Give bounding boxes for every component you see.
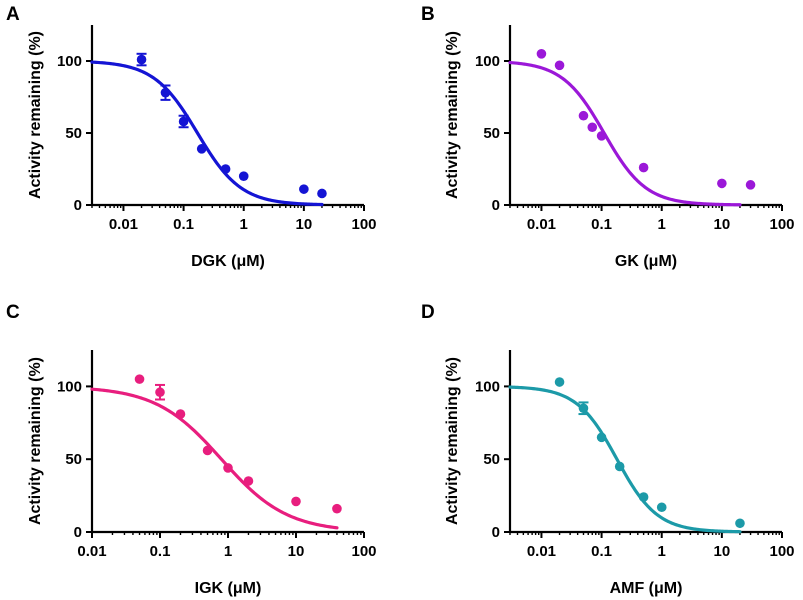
y-axis-title: Activity remaining (%)	[444, 31, 461, 199]
y-tick-label: 50	[483, 125, 500, 142]
data-point	[614, 461, 625, 472]
fit-curve	[90, 387, 339, 530]
data-point	[536, 49, 547, 59]
data-point	[587, 122, 598, 133]
data-point	[745, 180, 756, 190]
x-tick-label: 10	[288, 543, 305, 560]
panel-d: D 0 50 100 0.01 0.1 1 10 100 AMF (μM) Activity rem…	[421, 302, 795, 597]
data-point	[134, 374, 145, 384]
y-tick-label: 50	[65, 125, 82, 142]
y-axis-title: Activity remaining (%)	[444, 357, 461, 525]
data-point	[196, 144, 207, 154]
y-tick-label: 0	[74, 524, 82, 541]
data-point	[223, 463, 233, 473]
y-tick-label: 50	[483, 451, 500, 468]
data-point	[202, 445, 213, 456]
x-tick-label: 0.01	[77, 543, 106, 560]
data-point	[554, 60, 565, 71]
data-point	[178, 116, 189, 127]
y-tick-label: 100	[475, 378, 500, 395]
x-tick-label: 0.1	[591, 216, 612, 233]
y-axis-title: Activity remaining (%)	[27, 31, 44, 199]
data-point	[578, 403, 589, 414]
data-point	[291, 496, 301, 507]
data-point	[717, 178, 727, 189]
x-tick-label: 1	[658, 543, 666, 560]
x-tick-label: 0.01	[109, 216, 138, 233]
panel-letter: A	[6, 4, 20, 25]
y-tick-label: 0	[74, 197, 82, 214]
x-tick-label: 10	[714, 543, 731, 560]
y-tick-label: 100	[475, 53, 500, 70]
data-point	[656, 502, 667, 513]
y-tick-label: 50	[65, 451, 82, 468]
panel-c: C 0 50 100 0.01 0.1 1 10 100 IGK (μM) Activity rem…	[6, 302, 377, 597]
y-tick-label: 0	[492, 524, 500, 541]
data-point	[243, 476, 254, 486]
x-tick-label: 100	[351, 216, 376, 233]
x-tick-label: 0.01	[527, 216, 556, 233]
panel-letter: C	[6, 302, 20, 323]
data-point	[155, 387, 165, 398]
panel-letter: B	[421, 4, 435, 25]
x-axis-title: AMF (μM)	[610, 580, 683, 597]
x-axis-title: GK (μM)	[615, 253, 677, 270]
y-axis-title: Activity remaining (%)	[27, 357, 44, 525]
data-point	[332, 503, 342, 514]
panel-b: B 0 50 100 0.01 0.1 1 10 100 GK (μM) Activity rema…	[421, 4, 795, 270]
y-tick-label: 0	[492, 197, 500, 214]
data-point	[554, 377, 565, 387]
x-tick-label: 1	[224, 543, 232, 560]
x-tick-label: 100	[351, 543, 376, 560]
x-tick-label: 0.1	[591, 543, 612, 560]
x-tick-label: 0.1	[150, 543, 171, 560]
data-point	[175, 409, 186, 419]
x-axis-title: IGK (μM)	[195, 580, 262, 597]
panel-a: A 0 50 100 0.01 0.1 1 10 100 DGK (μM) Activity rem…	[6, 4, 377, 270]
y-tick-label: 100	[57, 53, 82, 70]
data-point	[136, 54, 147, 65]
fit-curve	[508, 385, 742, 534]
data-point	[299, 184, 309, 194]
x-tick-label: 0.01	[527, 543, 556, 560]
y-tick-label: 100	[57, 378, 82, 395]
fit-curve	[508, 60, 742, 207]
data-point	[638, 492, 649, 502]
x-tick-label: 10	[296, 216, 313, 233]
data-point	[317, 188, 327, 199]
x-tick-label: 100	[769, 543, 794, 560]
x-tick-label: 10	[714, 216, 731, 233]
x-tick-label: 1	[658, 216, 666, 233]
data-point	[220, 164, 231, 174]
data-point	[578, 110, 589, 121]
data-point	[735, 518, 745, 529]
data-point	[238, 171, 249, 181]
data-point	[160, 87, 171, 98]
data-point	[596, 432, 607, 443]
x-tick-label: 100	[769, 216, 794, 233]
x-tick-label: 0.1	[173, 216, 194, 233]
panel-letter: D	[421, 302, 435, 323]
data-point	[596, 131, 607, 141]
x-axis-title: DGK (μM)	[191, 253, 265, 270]
x-tick-label: 1	[240, 216, 248, 233]
fit-curve	[90, 60, 324, 207]
data-point	[638, 162, 649, 173]
